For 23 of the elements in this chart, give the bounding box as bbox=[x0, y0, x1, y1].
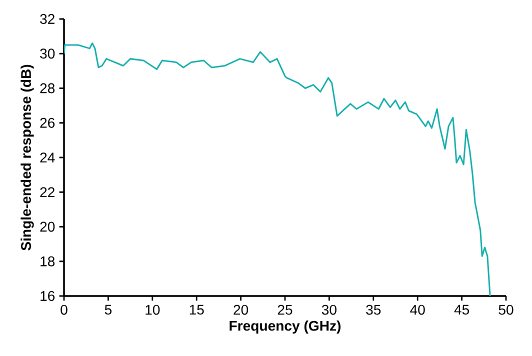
y-tick-label: 24 bbox=[40, 152, 55, 162]
y-tick-label: 28 bbox=[40, 83, 55, 94]
x-tick-label: 10 bbox=[146, 304, 160, 315]
x-axis-title: Frequency (GHz) bbox=[230, 320, 341, 334]
y-tick-label: 32 bbox=[40, 14, 54, 24]
x-tick-label: 20 bbox=[234, 304, 248, 315]
y-tick-label: 22 bbox=[40, 187, 54, 198]
x-tick-label: 25 bbox=[278, 304, 292, 315]
y-tick-label: 16 bbox=[40, 291, 55, 301]
y-axis-title: Single-ended response (dB) bbox=[20, 64, 34, 250]
x-tick-label: 50 bbox=[498, 304, 514, 315]
x-tick-label: 40 bbox=[410, 304, 425, 315]
y-tick-label: 26 bbox=[40, 118, 55, 128]
y-tick-label: 30 bbox=[40, 48, 55, 59]
x-tick-label: 45 bbox=[454, 304, 470, 315]
x-tick-label: 35 bbox=[366, 304, 381, 315]
x-tick-label: 5 bbox=[104, 304, 112, 315]
y-tick-label: 18 bbox=[40, 256, 55, 266]
x-tick-label: 0 bbox=[60, 304, 68, 315]
x-tick-label: 30 bbox=[322, 304, 336, 315]
line-series bbox=[64, 42, 491, 296]
x-tick-label: 15 bbox=[190, 304, 204, 315]
y-tick-label: 20 bbox=[40, 222, 55, 232]
